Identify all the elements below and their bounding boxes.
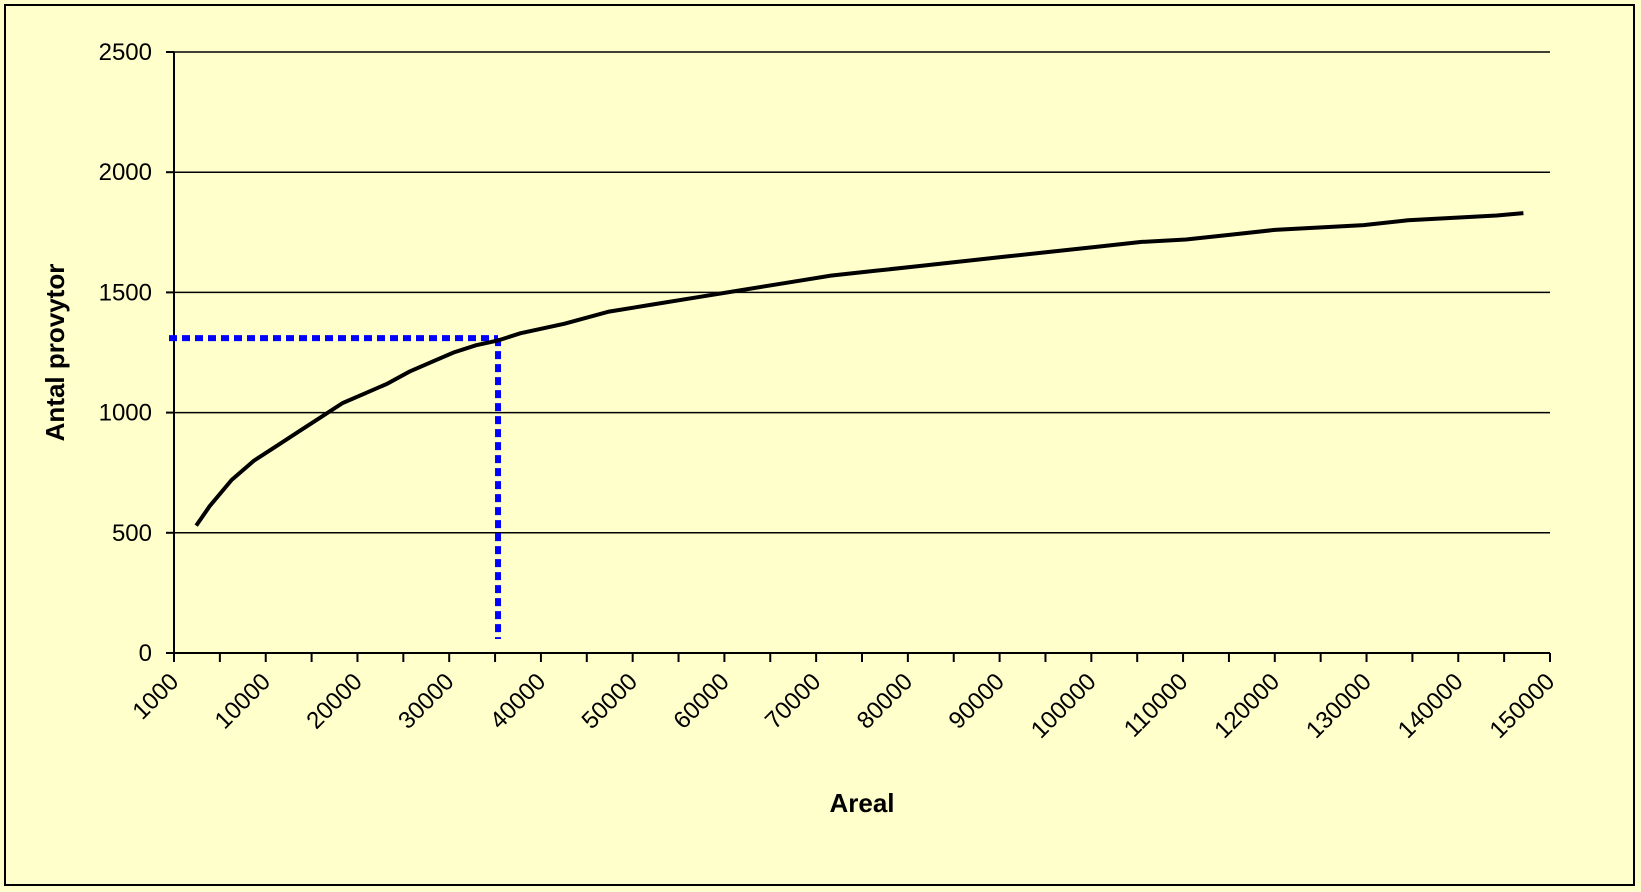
x-tick-label: 140000 <box>1393 668 1469 744</box>
y-tick-label: 1000 <box>99 400 152 427</box>
x-tick-label: 110000 <box>1119 668 1193 742</box>
x-tick-label: 80000 <box>852 668 918 734</box>
x-tick-label: 30000 <box>393 668 459 734</box>
x-tick-label: 60000 <box>668 668 734 734</box>
x-axis-ticks: 1000 10000 20000 30000 40000 50000 60000 70000 8… <box>127 653 1560 744</box>
x-tick-label: 90000 <box>944 668 1010 734</box>
x-tick-label: 70000 <box>760 668 826 734</box>
x-tick-label: 10000 <box>210 668 276 734</box>
x-tick-label: 1000 <box>127 668 184 725</box>
x-tick-label: 150000 <box>1485 668 1561 744</box>
reference-lines <box>169 335 502 639</box>
x-axis-title: Areal <box>829 788 894 818</box>
y-tick-label: 2500 <box>99 39 152 66</box>
x-tick-label: 40000 <box>485 668 551 734</box>
x-tick-label: 20000 <box>301 668 367 734</box>
y-tick-label: 1500 <box>99 279 152 306</box>
x-tick-label: 50000 <box>577 668 643 734</box>
y-axis-ticks: 0 500 1000 1500 2000 2500 <box>99 39 174 667</box>
y-tick-label: 500 <box>112 520 152 547</box>
gridlines <box>174 51 1550 534</box>
y-axis-title: Antal provytor <box>40 264 70 442</box>
y-tick-label: 2000 <box>99 159 152 186</box>
series-line <box>194 211 1524 527</box>
x-tick-label: 100000 <box>1026 668 1102 744</box>
x-tick-label: 120000 <box>1209 668 1285 744</box>
y-tick-label: 0 <box>139 640 152 667</box>
x-tick-label: 130000 <box>1301 668 1377 744</box>
